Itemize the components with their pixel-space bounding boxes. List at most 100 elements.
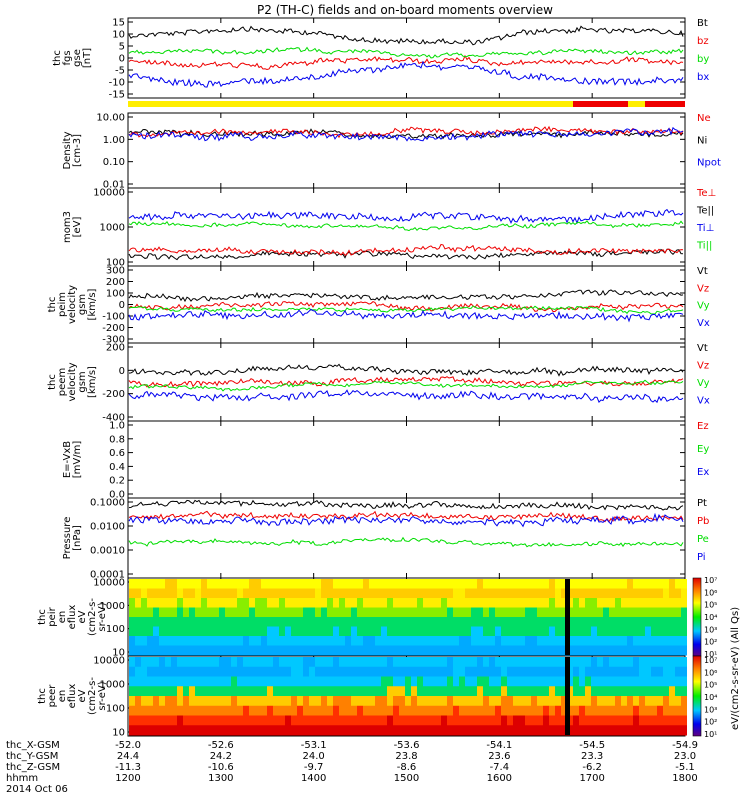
heatmap-cell xyxy=(153,598,159,608)
heatmap-cell xyxy=(189,636,195,646)
heatmap-cell xyxy=(429,705,435,716)
heatmap-cell xyxy=(225,626,231,637)
heatmap-cell xyxy=(141,705,147,716)
quality-bar-yellow xyxy=(128,101,573,107)
heatmap-cell xyxy=(561,725,567,736)
heatmap-cell xyxy=(231,598,237,608)
heatmap-cell xyxy=(579,715,585,726)
heatmap-cell xyxy=(201,588,207,599)
heatmap-cell xyxy=(165,666,171,677)
heatmap-cell xyxy=(171,725,177,736)
heatmap-cell xyxy=(177,657,183,668)
heatmap-cell xyxy=(579,666,585,677)
heatmap-cell xyxy=(477,686,483,697)
heatmap-cell xyxy=(645,607,651,618)
heatmap-cell xyxy=(333,686,339,697)
heatmap-cell xyxy=(165,598,171,608)
heatmap-cell xyxy=(591,598,597,608)
heatmap-cell xyxy=(633,725,639,736)
heatmap-cell xyxy=(591,676,597,687)
heatmap-cell xyxy=(435,588,441,599)
heatmap-cell xyxy=(309,715,315,726)
heatmap-cell xyxy=(153,676,159,687)
heatmap-cell xyxy=(465,666,471,677)
heatmap-cell xyxy=(177,645,183,656)
heatmap-cell xyxy=(213,725,219,736)
orbit-value: -52.0 xyxy=(115,740,141,751)
heatmap-cell xyxy=(267,607,273,618)
heatmap-cell xyxy=(261,588,267,599)
heatmap-cell xyxy=(261,725,267,736)
heatmap-cell xyxy=(519,705,525,716)
heatmap-cell xyxy=(267,686,273,697)
heatmap-cell xyxy=(453,579,459,589)
heatmap-cell xyxy=(339,715,345,726)
heatmap-cell xyxy=(393,725,399,736)
heatmap-cell xyxy=(261,705,267,716)
heatmap-cell xyxy=(459,607,465,618)
heatmap-cell xyxy=(639,588,645,599)
heatmap-cell xyxy=(285,607,291,618)
heatmap-cell xyxy=(423,626,429,637)
heatmap-cell xyxy=(159,657,165,668)
heatmap-cell xyxy=(459,636,465,646)
heatmap-cell xyxy=(141,645,147,656)
heatmap-cell xyxy=(399,676,405,687)
heatmap-cell xyxy=(561,636,567,646)
heatmap-cell xyxy=(621,666,627,677)
heatmap-cell xyxy=(279,657,285,668)
heatmap-cell xyxy=(525,579,531,589)
heatmap-cell xyxy=(423,588,429,599)
heatmap-cell xyxy=(225,666,231,677)
heatmap-cell xyxy=(357,598,363,608)
data-gap-peir xyxy=(565,579,570,655)
heatmap-cell xyxy=(483,725,489,736)
heatmap-cell xyxy=(585,676,591,687)
heatmap-cell xyxy=(267,696,273,707)
heatmap-cell xyxy=(621,696,627,707)
heatmap-cell xyxy=(663,626,669,637)
heatmap-cell xyxy=(525,715,531,726)
heatmap-cell xyxy=(387,705,393,716)
heatmap-cell xyxy=(357,686,363,697)
heatmap-cell xyxy=(549,617,555,627)
heatmap-cell xyxy=(585,579,591,589)
legend-veli-1: Vz xyxy=(697,283,709,294)
legend-temp-1: Te|| xyxy=(696,206,714,217)
heatmap-cell xyxy=(381,676,387,687)
heatmap-cell xyxy=(579,617,585,627)
heatmap-cell xyxy=(381,636,387,646)
heatmap-cell xyxy=(147,645,153,656)
heatmap-cell xyxy=(627,645,633,656)
heatmap-cell xyxy=(651,666,657,677)
heatmap-cell xyxy=(657,617,663,627)
heatmap-cell xyxy=(243,617,249,627)
heatmap-cell xyxy=(375,617,381,627)
heatmap-cell xyxy=(669,607,675,618)
heatmap-cell xyxy=(189,696,195,707)
heatmap-cell xyxy=(237,579,243,589)
ytick-label: 0.0010 xyxy=(90,546,125,557)
legend-density-1: Ni xyxy=(697,135,707,146)
heatmap-cell xyxy=(309,598,315,608)
heatmap-cell xyxy=(657,666,663,677)
heatmap-cell xyxy=(495,588,501,599)
heatmap-cell xyxy=(621,636,627,646)
heatmap-cell xyxy=(669,657,675,668)
heatmap-cell xyxy=(129,645,135,656)
orbit-label-2: thc_Z-GSM xyxy=(6,762,60,773)
heatmap-cell xyxy=(675,607,681,618)
heatmap-cell xyxy=(405,579,411,589)
heatmap-cell xyxy=(465,676,471,687)
heatmap-cell xyxy=(645,636,651,646)
heatmap-cell xyxy=(513,725,519,736)
heatmap-cell xyxy=(141,715,147,726)
heatmap-cell xyxy=(627,636,633,646)
heatmap-cell xyxy=(507,579,513,589)
heatmap-cell xyxy=(369,657,375,668)
heatmap-cell xyxy=(267,636,273,646)
heatmap-cell xyxy=(645,725,651,736)
trace-temp-red xyxy=(128,243,684,256)
heatmap-cell xyxy=(639,598,645,608)
heatmap-cell xyxy=(657,696,663,707)
